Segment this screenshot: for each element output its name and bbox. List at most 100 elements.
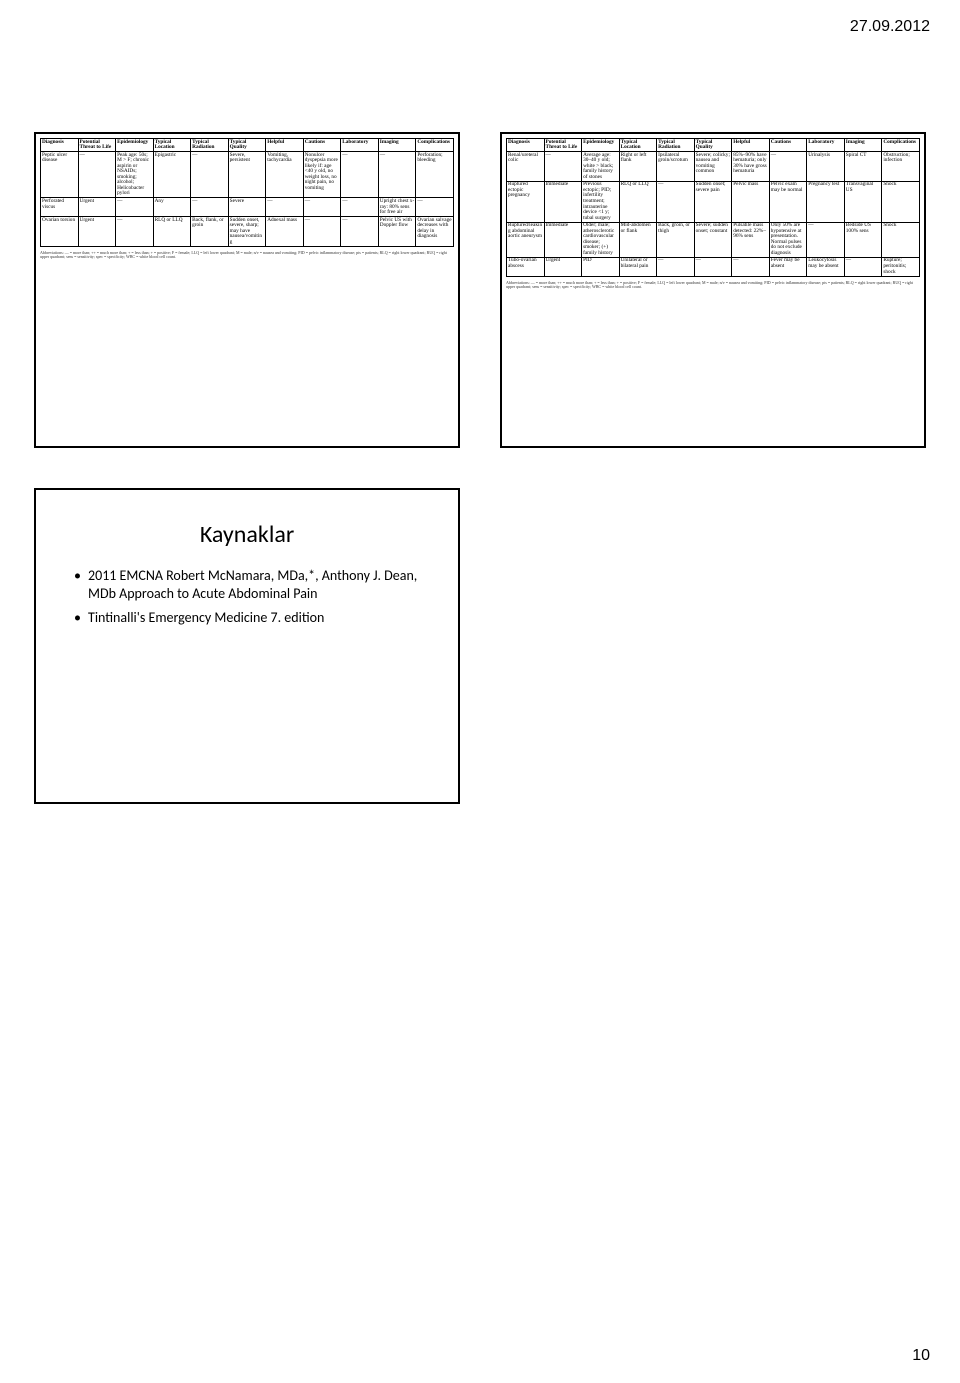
table-cell: Back, flank, or groin bbox=[191, 217, 229, 247]
table-cell: Older; male; atherosclerotic cardiovascu… bbox=[582, 222, 620, 257]
table-cell: Pregnancy test bbox=[807, 181, 845, 222]
table-cell: Urinalysis bbox=[807, 152, 845, 182]
table-cell: Bedside US 100% sens bbox=[844, 222, 882, 257]
table-header-cell: Typical Quality bbox=[228, 139, 266, 152]
table-cell: — bbox=[303, 198, 341, 217]
table-cell: Urgent bbox=[544, 257, 582, 276]
table-cell: — bbox=[657, 181, 695, 222]
diagnosis-table-2: DiagnosisPotential Threat to LifeEpidemi… bbox=[506, 138, 920, 277]
slide-2: DiagnosisPotential Threat to LifeEpidemi… bbox=[500, 132, 926, 448]
table-header-cell: Epidemiology bbox=[116, 139, 154, 152]
slide-1: DiagnosisPotential Threat to LifeEpidemi… bbox=[34, 132, 460, 448]
table-row: Ruptured/leaking abdominal aortic aneury… bbox=[507, 222, 920, 257]
table-2-footnote: Abbreviations: — = more than; ++ = much … bbox=[506, 281, 920, 290]
table-header-cell: Laboratory bbox=[807, 139, 845, 152]
table-header-cell: Helpful bbox=[732, 139, 770, 152]
table-cell: — bbox=[769, 152, 807, 182]
table-cell: Shock bbox=[882, 222, 920, 257]
table-cell: Severe bbox=[228, 198, 266, 217]
table-cell: — bbox=[694, 257, 732, 276]
page-number: 10 bbox=[912, 1347, 930, 1365]
table-cell: — bbox=[191, 152, 229, 198]
table-1-footnote: Abbreviations: — = more than; ++ = much … bbox=[40, 251, 454, 260]
table-cell: RLQ or LLQ bbox=[153, 217, 191, 247]
table-cell: Peptic ulcer disease bbox=[41, 152, 79, 198]
table-row: Perforated viscusUrgent—Any—Severe———Upr… bbox=[41, 198, 454, 217]
table-cell: Immediate bbox=[544, 222, 582, 257]
table-header-cell: Cautions bbox=[769, 139, 807, 152]
table-cell: Ipsilateral groin/scrotum bbox=[657, 152, 695, 182]
table-header-cell: Typical Quality bbox=[694, 139, 732, 152]
table-cell: Leukocytosis may be absent bbox=[807, 257, 845, 276]
table-cell: Unilateral or bilateral pain bbox=[619, 257, 657, 276]
slide-3-list: 2011 EMCNA Robert McNamara, MDa,*, Antho… bbox=[74, 567, 430, 628]
table-header-cell: Imaging bbox=[844, 139, 882, 152]
table-cell: Pulsatile mass detected: 22%–96% sens bbox=[732, 222, 770, 257]
table-cell: — bbox=[266, 198, 304, 217]
table-row: Ovarian torsionUrgent—RLQ or LLQBack, fl… bbox=[41, 217, 454, 247]
table-cell: Urgent bbox=[78, 198, 116, 217]
table-cell: Severe; sudden onset; constant bbox=[694, 222, 732, 257]
table-cell: Sudden onset; severe pain bbox=[694, 181, 732, 222]
table-cell: Epigastric bbox=[153, 152, 191, 198]
table-cell: — bbox=[341, 198, 379, 217]
table-cell: Any bbox=[153, 198, 191, 217]
table-cell: — bbox=[78, 152, 116, 198]
table-cell: RLQ or LLQ bbox=[619, 181, 657, 222]
table-cell: — bbox=[844, 257, 882, 276]
table-header-cell: Imaging bbox=[378, 139, 416, 152]
table-cell: — bbox=[341, 152, 379, 198]
table-cell: — bbox=[191, 198, 229, 217]
table-header-cell: Typical Radiation bbox=[191, 139, 229, 152]
table-header-cell: Typical Location bbox=[153, 139, 191, 152]
table-cell: Pelvic US with Doppler flow bbox=[378, 217, 416, 247]
table-cell: Transvaginal US bbox=[844, 181, 882, 222]
table-header-cell: Epidemiology bbox=[582, 139, 620, 152]
table-cell: — bbox=[116, 198, 154, 217]
table-cell: Vomiting, tachycardia bbox=[266, 152, 304, 198]
table-cell: — bbox=[116, 217, 154, 247]
table-cell: Previous ectopic; PID; infertility treat… bbox=[582, 181, 620, 222]
table-cell: — bbox=[544, 152, 582, 182]
table-cell: Nonulcer dyspepsia more likely if: age <… bbox=[303, 152, 341, 198]
diagnosis-table-1: DiagnosisPotential Threat to LifeEpidemi… bbox=[40, 138, 454, 247]
table-header-cell: Potential Threat to Life bbox=[78, 139, 116, 152]
table-cell: Only 50% are hypotensive at presentation… bbox=[769, 222, 807, 257]
table-cell: Rupture; peritonitis; shock bbox=[882, 257, 920, 276]
list-item: Tintinalli's Emergency Medicine 7. editi… bbox=[74, 609, 430, 627]
table-cell: Pelvic exam may be normal bbox=[769, 181, 807, 222]
table-cell: Mid-abdomen or flank bbox=[619, 222, 657, 257]
table-header-cell: Complications bbox=[416, 139, 454, 152]
table-cell: Perforated viscus bbox=[41, 198, 79, 217]
table-cell: Spiral CT bbox=[844, 152, 882, 182]
table-cell: Tubo-ovarian abscess bbox=[507, 257, 545, 276]
table-cell: Obstruction; infection bbox=[882, 152, 920, 182]
table-row: Renal/ureteral colic—Average age: 30–40 … bbox=[507, 152, 920, 182]
table-header-cell: Helpful bbox=[266, 139, 304, 152]
table-cell: 85%–90% have hematuria; only 30% have gr… bbox=[732, 152, 770, 182]
table-cell: Ovarian torsion bbox=[41, 217, 79, 247]
table-cell: Fever may be absent bbox=[769, 257, 807, 276]
table-cell: Ruptured ectopic pregnancy bbox=[507, 181, 545, 222]
table-cell: Severe; colicky; nausea and vomiting com… bbox=[694, 152, 732, 182]
table-cell: Urgent bbox=[78, 217, 116, 247]
table-cell: Back, groin, or thigh bbox=[657, 222, 695, 257]
date-stamp: 27.09.2012 bbox=[850, 18, 930, 36]
table-cell: — bbox=[341, 217, 379, 247]
table-cell: PID bbox=[582, 257, 620, 276]
table-cell: Right or left flank bbox=[619, 152, 657, 182]
table-cell: Ruptured/leaking abdominal aortic aneury… bbox=[507, 222, 545, 257]
table-row: Peptic ulcer disease—Peak age: 50s; M > … bbox=[41, 152, 454, 198]
table-cell: Average age: 30–40 y old; white > black;… bbox=[582, 152, 620, 182]
table-cell: Peak age: 50s; M > F; chronic aspirin or… bbox=[116, 152, 154, 198]
list-item: 2011 EMCNA Robert McNamara, MDa,*, Antho… bbox=[74, 567, 430, 603]
table-header-cell: Typical Location bbox=[619, 139, 657, 152]
table-cell: Perforation; bleeding bbox=[416, 152, 454, 198]
table-cell: Sudden onset, severe, sharp; may have na… bbox=[228, 217, 266, 247]
table-cell: Ovarian salvage decreases with delay in … bbox=[416, 217, 454, 247]
slide-3: Kaynaklar 2011 EMCNA Robert McNamara, MD… bbox=[34, 488, 460, 804]
table-cell: Adnexal mass bbox=[266, 217, 304, 247]
table-header-cell: Potential Threat to Life bbox=[544, 139, 582, 152]
table-header-cell: Complications bbox=[882, 139, 920, 152]
table-cell: — bbox=[732, 257, 770, 276]
